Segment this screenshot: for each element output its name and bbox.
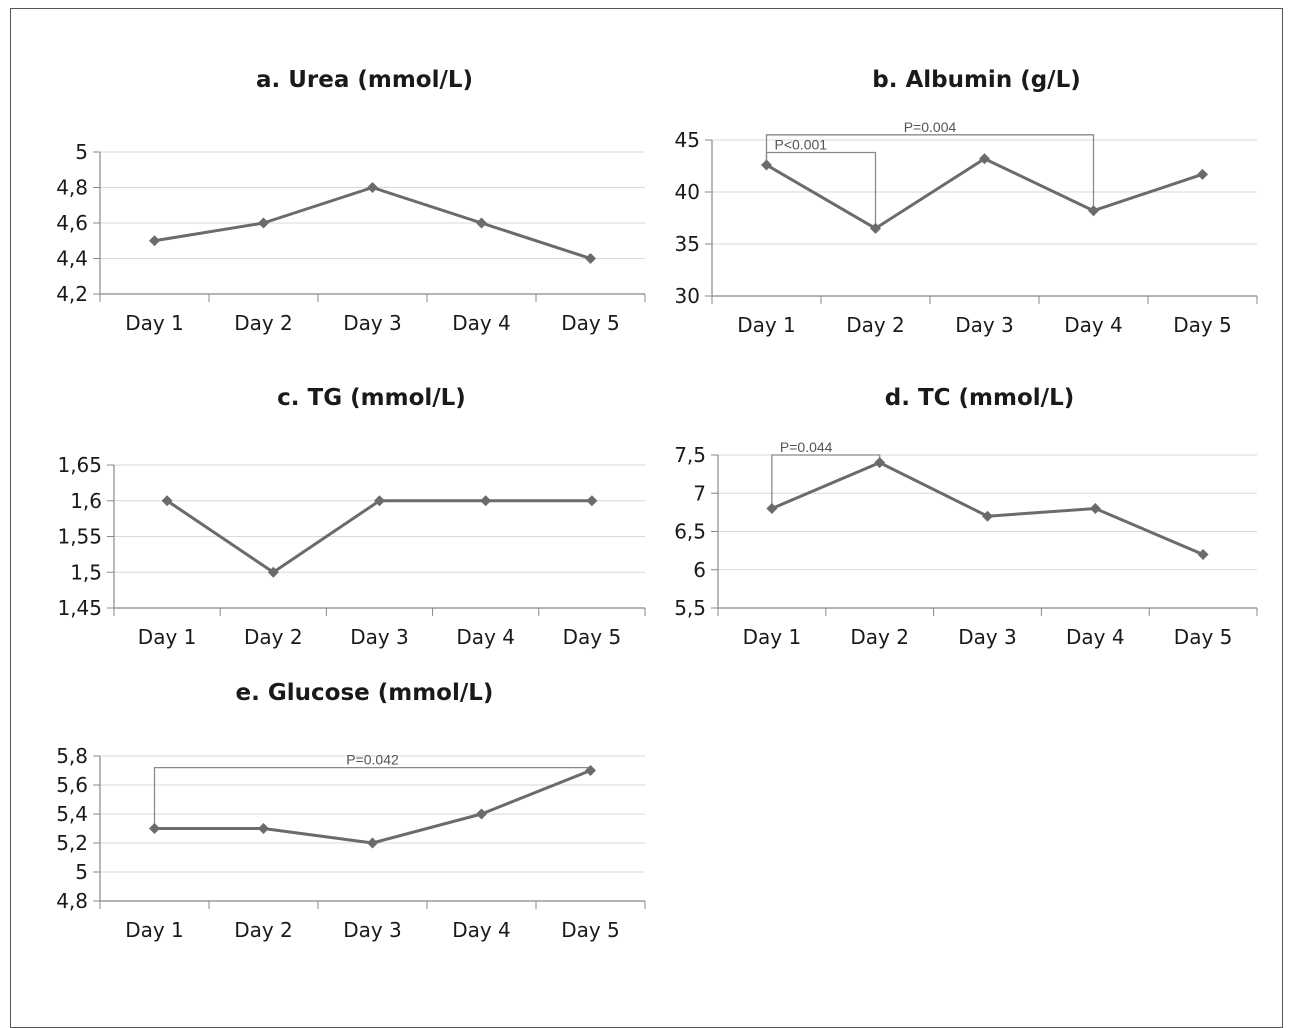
chart-panel-4: d. TC (mmol/L) 5,5 6 6,5 7 7,5 Day 1 Day 2 Day 3… <box>674 385 1258 649</box>
data-point <box>1089 503 1101 515</box>
y-tick-label: 5,6 <box>56 773 88 797</box>
data-point <box>161 495 173 507</box>
series-line <box>765 157 1203 230</box>
y-tick-label: 1,45 <box>57 596 102 620</box>
y-tick-label: 5 <box>75 140 88 164</box>
y-tick-label: 1,5 <box>70 560 102 584</box>
x-tick-label: Day 2 <box>234 311 293 335</box>
chart-title: d. TC (mmol/L) <box>885 385 1074 411</box>
x-tick-label: Day 2 <box>234 918 293 942</box>
significance-bracket <box>765 151 877 229</box>
data-point <box>870 222 881 234</box>
x-tick-label: Day 4 <box>456 625 515 649</box>
significance-bracket <box>765 134 1095 211</box>
data-point <box>476 808 487 820</box>
data-point <box>149 823 160 834</box>
x-tick-label: Day 3 <box>350 625 409 649</box>
p-value-label: P=0.042 <box>346 752 399 768</box>
series-line <box>154 769 592 845</box>
x-tick-label: Day 5 <box>563 625 622 649</box>
y-tick-label: 4,8 <box>56 889 88 913</box>
p-value-label: P<0.001 <box>775 136 828 152</box>
y-tick-label: 1,65 <box>57 453 102 477</box>
x-tick-label: Day 5 <box>561 311 620 335</box>
data-point <box>258 823 269 834</box>
y-tick-label: 1,6 <box>70 489 102 513</box>
data-point <box>480 495 492 507</box>
chart-title: e. Glucose (mmol/L) <box>236 680 494 706</box>
x-tick-label: Day 2 <box>846 313 905 337</box>
data-point <box>149 235 160 247</box>
data-point <box>585 765 596 776</box>
x-tick-label: Day 4 <box>1064 313 1123 337</box>
x-tick-label: Day 1 <box>125 918 184 942</box>
data-point <box>367 182 378 193</box>
p-value-label: P=0.044 <box>780 439 833 455</box>
data-point <box>585 253 596 264</box>
chart-panel-3: c. TG (mmol/L) 1,45 1,5 1,55 1,6 1,65 Day 1 Day… <box>57 385 646 649</box>
data-point <box>766 503 778 515</box>
data-point <box>1197 168 1208 180</box>
x-tick-label: Day 5 <box>561 918 620 942</box>
y-tick-label: 6,5 <box>674 520 706 544</box>
data-point <box>874 457 886 469</box>
data-point <box>1088 205 1099 217</box>
data-point <box>374 495 385 507</box>
y-tick-label: 30 <box>675 284 700 308</box>
x-tick-label: Day 5 <box>1173 313 1232 337</box>
y-tick-label: 5,8 <box>56 744 88 768</box>
y-tick-label: 5,4 <box>56 802 88 826</box>
y-tick-label: 5,2 <box>56 831 88 855</box>
y-tick-label: 7,5 <box>674 443 706 467</box>
x-tick-label: Day 4 <box>1066 625 1125 649</box>
y-tick-label: 40 <box>675 180 700 204</box>
chart-title: b. Albumin (g/L) <box>872 67 1081 93</box>
x-tick-label: Day 5 <box>1174 625 1233 649</box>
data-point <box>982 510 993 522</box>
p-value-label: P=0.004 <box>904 119 957 135</box>
data-point <box>761 159 772 171</box>
x-tick-label: Day 3 <box>343 311 402 335</box>
y-tick-label: 4,2 <box>56 282 88 306</box>
x-tick-label: Day 2 <box>244 625 303 649</box>
chart-title: c. TG (mmol/L) <box>277 385 466 411</box>
x-tick-label: Day 4 <box>452 311 511 335</box>
y-tick-label: 1,55 <box>57 525 102 549</box>
chart-title: a. Urea (mmol/L) <box>256 67 473 93</box>
y-tick-label: 35 <box>675 232 700 256</box>
x-tick-label: Day 3 <box>343 918 402 942</box>
y-tick-label: 6 <box>693 558 706 582</box>
x-tick-label: Day 1 <box>737 313 796 337</box>
y-tick-label: 45 <box>675 128 700 152</box>
data-point <box>367 837 378 849</box>
y-tick-label: 5 <box>75 860 88 884</box>
x-tick-label: Day 3 <box>955 313 1014 337</box>
data-point <box>258 217 269 229</box>
y-tick-label: 4,4 <box>56 247 88 271</box>
x-tick-label: Day 4 <box>452 918 511 942</box>
data-point <box>979 153 990 165</box>
chart-panel-2: b. Albumin (g/L) 30 35 40 45 Day 1 Day 2 Day 3 D… <box>675 67 1258 337</box>
y-tick-label: 5,5 <box>674 596 706 620</box>
x-tick-label: Day 1 <box>125 311 184 335</box>
x-tick-label: Day 1 <box>138 625 197 649</box>
series-line <box>771 461 1204 556</box>
data-point <box>476 217 487 229</box>
chart-panel-1: a. Urea (mmol/L) 4,2 4,4 4,6 4,8 5 Day 1 Day 2 D… <box>56 67 646 335</box>
data-point <box>1197 548 1209 560</box>
data-point <box>586 495 598 507</box>
chart-panel-5: e. Glucose (mmol/L) 4,8 5 5,2 5,4 5,6 5,8 Day 1… <box>56 680 646 942</box>
x-tick-label: Day 1 <box>743 625 802 649</box>
y-tick-label: 4,8 <box>56 176 88 200</box>
y-tick-label: 7 <box>693 481 706 505</box>
y-tick-label: 4,6 <box>56 211 88 235</box>
data-point <box>267 566 279 578</box>
x-tick-label: Day 2 <box>850 625 909 649</box>
x-tick-label: Day 3 <box>958 625 1017 649</box>
